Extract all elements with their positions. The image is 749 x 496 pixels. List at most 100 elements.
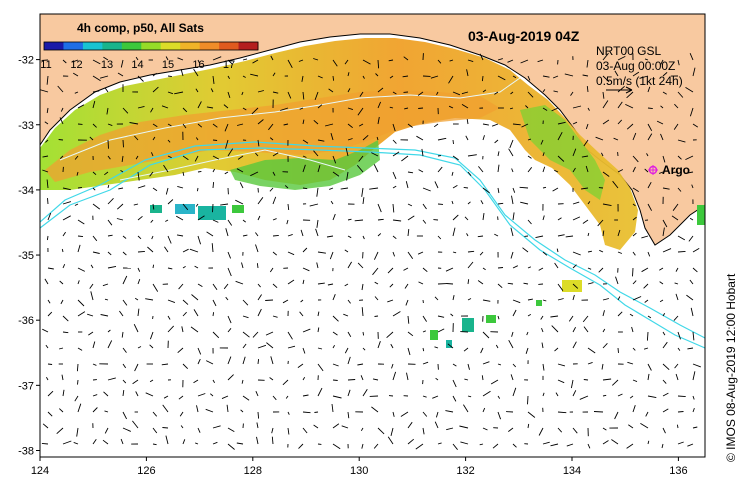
- current-vector: [497, 164, 500, 173]
- current-vector: [557, 234, 565, 237]
- colorbar-tick-label: 16: [192, 59, 204, 71]
- current-vector: [611, 379, 619, 386]
- current-vector: [47, 363, 53, 365]
- current-vector: [362, 347, 366, 351]
- current-vector: [629, 395, 634, 399]
- current-vector: [452, 295, 455, 301]
- current-vector: [134, 297, 139, 301]
- current-vector: [497, 187, 500, 194]
- current-vector: [61, 374, 64, 381]
- current-vector: [510, 251, 514, 259]
- sst-patch: [446, 340, 452, 348]
- current-vector: [482, 427, 488, 431]
- current-vector: [103, 391, 109, 397]
- current-vector: [120, 170, 124, 173]
- current-vector: [434, 181, 439, 189]
- current-vector: [647, 315, 652, 319]
- current-vector: [182, 203, 189, 211]
- current-vector: [674, 363, 679, 369]
- current-vector: [268, 123, 274, 131]
- colorbar-tick-label: 12: [70, 59, 82, 71]
- current-vector: [405, 299, 409, 306]
- current-vector: [525, 105, 529, 109]
- date-title: 03-Aug-2019 04Z: [468, 28, 580, 44]
- current-vector: [272, 196, 277, 205]
- current-vector: [239, 182, 244, 189]
- current-vector: [302, 411, 311, 414]
- colorbar-ticks: 11 12 13 14 15 16 17: [40, 59, 235, 71]
- current-vector: [482, 361, 490, 365]
- current-vector: [332, 443, 341, 450]
- current-vector: [167, 91, 174, 95]
- current-vector: [587, 201, 591, 205]
- current-vector: [119, 310, 124, 317]
- current-vector: [197, 170, 202, 173]
- current-vector: [150, 107, 154, 113]
- current-vector: [418, 107, 424, 109]
- current-vector: [557, 131, 563, 141]
- current-vector: [347, 218, 352, 221]
- current-vector: [347, 389, 351, 397]
- current-vector: [572, 283, 579, 289]
- current-vector: [647, 373, 650, 381]
- current-vector: [74, 203, 79, 206]
- current-vector: [387, 267, 394, 274]
- current-vector: [572, 105, 582, 109]
- current-vector: [44, 121, 49, 125]
- current-vector: [463, 347, 469, 352]
- current-vector: [557, 427, 563, 433]
- current-vector: [497, 315, 500, 320]
- current-vector: [77, 235, 84, 238]
- current-vector: [167, 267, 173, 270]
- current-vector: [107, 251, 112, 256]
- current-vector: [174, 91, 184, 95]
- current-vector: [92, 123, 97, 128]
- current-vector: [527, 138, 532, 141]
- current-vector: [272, 234, 279, 237]
- current-vector: [448, 75, 454, 84]
- current-vector: [572, 326, 576, 333]
- current-vector: [332, 423, 340, 429]
- current-vector: [145, 298, 154, 301]
- current-vector: [632, 251, 636, 256]
- current-vector: [572, 341, 577, 349]
- current-vector: [89, 136, 94, 141]
- current-vector: [92, 341, 96, 349]
- current-vector: [572, 121, 578, 125]
- current-vector: [104, 298, 109, 301]
- current-vector: [182, 155, 189, 161]
- current-vector: [212, 379, 215, 384]
- current-vector: [551, 107, 559, 112]
- current-vector: [152, 86, 159, 93]
- current-vector: [347, 356, 351, 365]
- current-vector: [104, 427, 109, 434]
- current-vector: [572, 167, 576, 173]
- current-vector: [137, 105, 145, 109]
- current-vector: [392, 203, 395, 213]
- current-vector: [482, 299, 491, 302]
- current-vector: [44, 278, 49, 285]
- current-vector: [182, 248, 189, 253]
- x-tick-label: 132: [456, 465, 474, 477]
- current-vector: [557, 411, 567, 414]
- current-vector: [527, 75, 531, 81]
- current-vector: [58, 139, 64, 141]
- current-vector: [593, 411, 604, 413]
- current-vector: [373, 164, 379, 173]
- current-vector: [332, 213, 336, 221]
- current-vector: [646, 331, 649, 341]
- current-vector: [89, 283, 94, 289]
- current-vector: [272, 251, 277, 256]
- isobath-line: [40, 147, 705, 349]
- sst-patch: [175, 204, 195, 214]
- current-vector: [434, 346, 439, 349]
- current-vector: [632, 267, 634, 277]
- current-vector: [587, 107, 590, 111]
- current-vector: [570, 379, 574, 389]
- current-vector: [602, 75, 610, 83]
- current-vector: [389, 106, 394, 109]
- current-vector: [332, 75, 335, 81]
- current-vector: [74, 91, 79, 94]
- current-vector: [257, 359, 260, 365]
- current-vector: [452, 91, 461, 96]
